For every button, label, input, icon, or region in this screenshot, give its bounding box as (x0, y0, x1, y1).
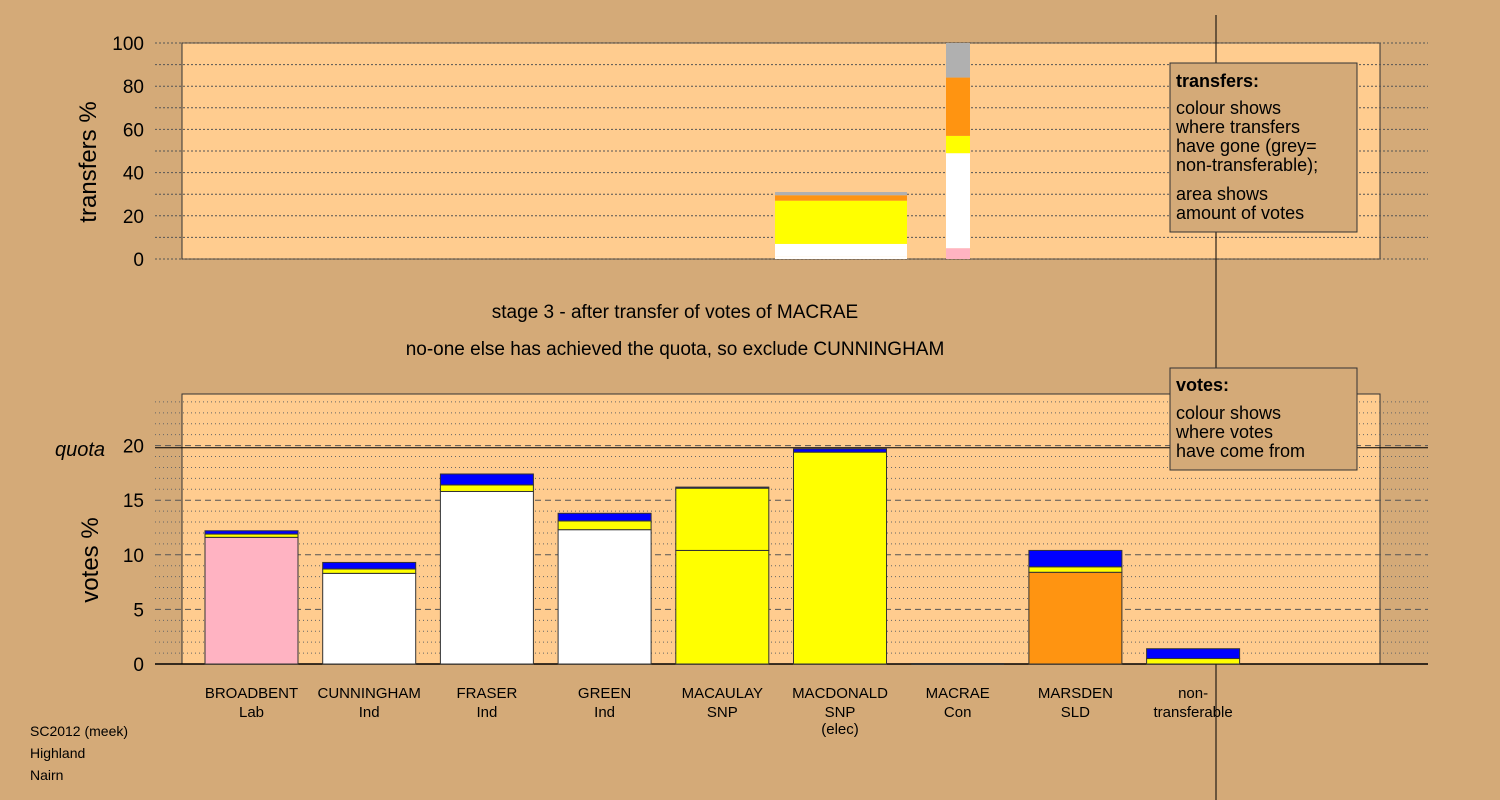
transfers-legend-line: colour shows (1176, 98, 1281, 118)
candidate-name: BROADBENT (205, 685, 298, 702)
y-tick-label: 80 (123, 77, 144, 98)
y-tick-label: 60 (123, 120, 144, 141)
candidate-party: Con (944, 704, 972, 721)
candidate-name: non- (1178, 685, 1208, 702)
transfer-segment (775, 243, 907, 257)
votes-chart: 0 5 10 15 20 BROADBENT Lab CUNNINGHAM Ind FRASER… (55, 393, 1428, 738)
transfers-legend: transfers: colour shows where transfers … (1169, 62, 1358, 233)
transfer-segment (946, 135, 970, 154)
y-tick-label: 0 (133, 250, 144, 271)
votes-y-axis-label: votes % (77, 517, 104, 602)
candidate-party: Lab (239, 704, 264, 721)
transfers-y-axis-label: transfers % (75, 101, 102, 222)
candidate-name: MACDONALD (792, 685, 888, 702)
candidate-party: SLD (1061, 704, 1090, 721)
y-tick-label: 20 (123, 207, 144, 228)
y-tick-label: 40 (123, 164, 144, 185)
vote-segment (557, 529, 652, 665)
vote-segment (322, 568, 417, 574)
votes-legend-title: votes: (1176, 375, 1229, 395)
transfers-legend-line: have gone (grey= (1176, 136, 1317, 156)
candidate-party: Ind (359, 704, 380, 721)
transfer-segment (775, 200, 907, 244)
transfer-segment (946, 248, 970, 259)
votes-legend-line: have come from (1176, 441, 1305, 461)
exclusion-heading: no-one else has achieved the quota, so e… (406, 339, 945, 360)
vote-segment (675, 486, 770, 489)
candidate-name: FRASER (456, 685, 517, 702)
candidate-name: GREEN (578, 685, 631, 702)
vote-segment (675, 487, 770, 551)
vote-segment (1146, 658, 1241, 665)
candidate-party: transferable (1153, 704, 1232, 721)
footer-election: SC2012 (meek) (30, 723, 128, 739)
vote-segment (439, 490, 534, 665)
vote-segment (1028, 571, 1123, 665)
transfer-segment (946, 153, 970, 249)
candidate-party: Ind (476, 704, 497, 721)
vote-segment (675, 549, 770, 665)
transfers-y-ticks: 0 20 40 60 80 100 (112, 34, 144, 271)
vote-segment (793, 451, 887, 665)
footer-council: Highland (30, 745, 85, 761)
transfer-segment (946, 77, 970, 136)
y-tick-label: 0 (133, 655, 144, 676)
votes-legend-line: colour shows (1176, 403, 1281, 423)
transfers-legend-line: where transfers (1175, 117, 1300, 137)
vote-segment (557, 520, 652, 531)
candidate-labels: BROADBENT Lab CUNNINGHAM Ind FRASER Ind GREEN I… (205, 685, 1233, 738)
candidate-name: CUNNINGHAM (318, 685, 421, 702)
candidate-name: MACAULAY (682, 685, 763, 702)
y-tick-label: 5 (133, 600, 144, 621)
candidate-party: SNP (707, 704, 738, 721)
y-tick-label: 10 (123, 546, 144, 567)
candidate-name: MACRAE (926, 685, 990, 702)
candidate-name: MARSDEN (1038, 685, 1113, 702)
transfer-segment (775, 195, 907, 201)
transfers-legend-line: area shows (1176, 184, 1268, 204)
candidate-note: (elec) (821, 721, 859, 738)
transfers-legend-title: transfers: (1176, 71, 1259, 91)
transfers-legend-line: amount of votes (1176, 203, 1304, 223)
votes-legend-line: where votes (1175, 422, 1273, 442)
transfers-legend-box (1169, 62, 1358, 233)
y-tick-label: 15 (123, 491, 144, 512)
vote-segment (322, 561, 417, 570)
vote-segment (439, 484, 534, 492)
footer-ward: Nairn (30, 767, 63, 783)
vote-segment (1028, 566, 1123, 573)
y-tick-label: 20 (123, 437, 144, 458)
transfers-bars (775, 43, 970, 259)
vote-segment (439, 473, 534, 486)
votes-bars (204, 448, 1241, 665)
y-tick-label: 100 (112, 34, 144, 55)
stage-heading: stage 3 - after transfer of votes of MAC… (492, 302, 858, 323)
candidate-party: Ind (594, 704, 615, 721)
transfer-segment (775, 256, 907, 259)
vote-segment (204, 536, 299, 665)
transfers-legend-line: non-transferable); (1176, 155, 1318, 175)
transfer-segment (775, 192, 907, 196)
vote-segment (204, 530, 299, 535)
votes-legend-box (1169, 367, 1358, 471)
vote-segment (322, 572, 417, 665)
vote-segment (1146, 648, 1241, 660)
votes-y-ticks: 0 5 10 15 20 (123, 437, 144, 676)
candidate-party: SNP (825, 704, 856, 721)
quota-label: quota (55, 439, 105, 461)
vote-segment (793, 448, 887, 453)
vote-segment (557, 512, 652, 522)
votes-legend: votes: colour shows where votes have com… (1169, 367, 1358, 471)
transfer-segment (946, 43, 970, 78)
vote-segment (1028, 549, 1123, 568)
